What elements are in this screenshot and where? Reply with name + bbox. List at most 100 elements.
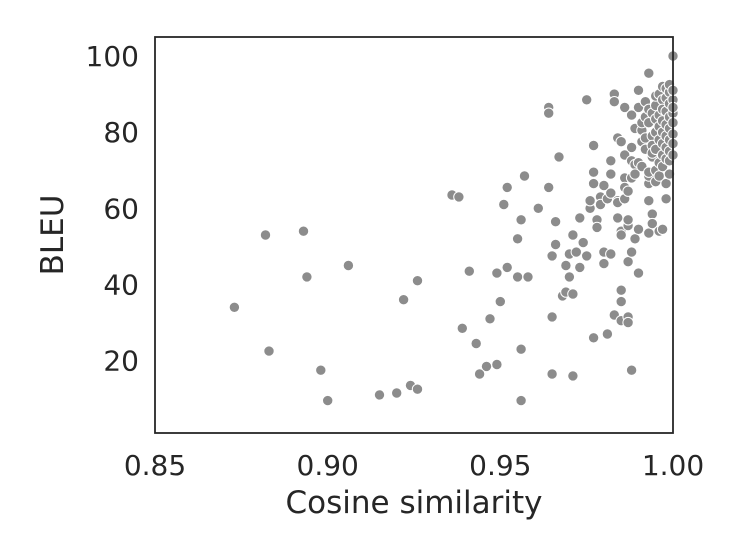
- data-point: [501, 181, 513, 194]
- data-point: [315, 364, 327, 376]
- data-point: [598, 179, 610, 192]
- data-point: [543, 181, 555, 194]
- data-point: [660, 177, 672, 190]
- data-point: [263, 345, 275, 357]
- data-point: [560, 259, 572, 272]
- data-point: [515, 394, 527, 407]
- data-point: [622, 316, 634, 329]
- data-point: [501, 261, 513, 274]
- y-tick-label: 20: [103, 345, 139, 378]
- data-point: [532, 202, 544, 215]
- data-point: [629, 233, 641, 245]
- data-point: [663, 168, 676, 180]
- data-point: [480, 360, 493, 373]
- data-point: [373, 389, 386, 401]
- data-point: [491, 267, 503, 279]
- data-point: [587, 177, 600, 190]
- data-point: [656, 223, 669, 236]
- data-point: [228, 301, 241, 313]
- data-point: [615, 284, 627, 296]
- data-point: [577, 236, 589, 249]
- data-point: [484, 313, 496, 325]
- data-point: [605, 168, 617, 180]
- data-point: [598, 257, 610, 270]
- data-point: [553, 151, 565, 163]
- x-tick-label: 1.00: [642, 449, 704, 482]
- data-point: [584, 195, 596, 207]
- data-point: [615, 229, 627, 241]
- y-tick-label: 40: [103, 269, 139, 302]
- data-point: [549, 216, 562, 228]
- y-axis-label: BLEU: [35, 195, 71, 276]
- data-point: [622, 185, 634, 197]
- data-point: [643, 227, 655, 239]
- data-point: [646, 208, 658, 220]
- y-tick-label: 60: [103, 192, 139, 225]
- data-point: [511, 233, 524, 245]
- data-point: [615, 295, 627, 308]
- data-point: [518, 170, 531, 182]
- data-point: [625, 246, 638, 258]
- data-point: [463, 265, 475, 277]
- data-point: [622, 256, 634, 268]
- data-point: [622, 214, 634, 226]
- data-point: [515, 214, 527, 226]
- data-point: [498, 198, 510, 211]
- data-point: [567, 370, 579, 382]
- data-point: [546, 311, 558, 323]
- data-point: [574, 212, 586, 224]
- data-point: [297, 225, 310, 237]
- data-point: [546, 250, 558, 262]
- data-point: [259, 229, 272, 241]
- data-point: [646, 217, 658, 230]
- x-tick-label: 0.90: [297, 449, 359, 482]
- data-point: [567, 288, 579, 300]
- data-point: [473, 368, 486, 380]
- data-point: [567, 229, 579, 241]
- data-point: [643, 195, 655, 207]
- data-point: [563, 271, 576, 283]
- y-tick-label: 100: [86, 40, 139, 73]
- data-point: [587, 139, 600, 152]
- data-point: [411, 383, 424, 395]
- data-point: [601, 328, 614, 340]
- data-point: [615, 136, 627, 148]
- data-point: [391, 387, 403, 399]
- data-point: [581, 250, 593, 262]
- y-axis-ticks: 20 40 60 80 100: [86, 40, 139, 378]
- data-point: [605, 155, 617, 167]
- data-point: [625, 141, 638, 154]
- x-tick-label: 0.85: [124, 449, 186, 482]
- data-point: [522, 271, 534, 283]
- data-point: [570, 246, 582, 258]
- data-point: [619, 101, 631, 114]
- data-point: [625, 364, 638, 376]
- data-point: [660, 193, 672, 205]
- data-point: [342, 259, 355, 272]
- data-point: [632, 84, 645, 97]
- data-point: [608, 96, 620, 108]
- data-point: [543, 107, 555, 119]
- data-point: [605, 248, 617, 260]
- data-point: [453, 191, 465, 203]
- data-point: [456, 322, 468, 334]
- data-point: [511, 271, 524, 283]
- x-axis-label: Cosine similarity: [286, 485, 543, 521]
- data-point: [605, 187, 617, 199]
- data-point: [411, 275, 424, 287]
- data-point: [491, 358, 503, 371]
- data-point: [581, 94, 593, 106]
- data-point: [546, 368, 558, 380]
- data-point: [549, 238, 562, 251]
- data-points: [228, 50, 679, 407]
- data-point: [574, 261, 586, 274]
- data-point: [625, 109, 638, 121]
- data-point: [301, 271, 313, 283]
- data-point: [632, 223, 645, 236]
- y-tick-label: 80: [103, 116, 139, 149]
- data-point: [587, 166, 600, 178]
- data-point: [591, 221, 603, 234]
- data-point: [632, 267, 645, 279]
- data-point: [494, 295, 506, 308]
